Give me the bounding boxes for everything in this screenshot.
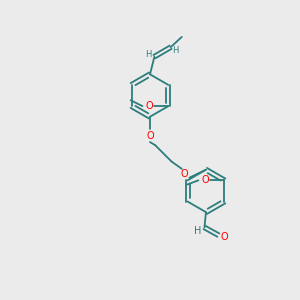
Text: O: O xyxy=(146,130,154,141)
Text: O: O xyxy=(202,175,210,185)
Text: O: O xyxy=(146,101,154,111)
Text: H: H xyxy=(194,226,201,236)
Text: H: H xyxy=(145,50,152,59)
Text: O: O xyxy=(181,169,189,179)
Text: O: O xyxy=(221,232,228,242)
Text: H: H xyxy=(172,46,179,55)
